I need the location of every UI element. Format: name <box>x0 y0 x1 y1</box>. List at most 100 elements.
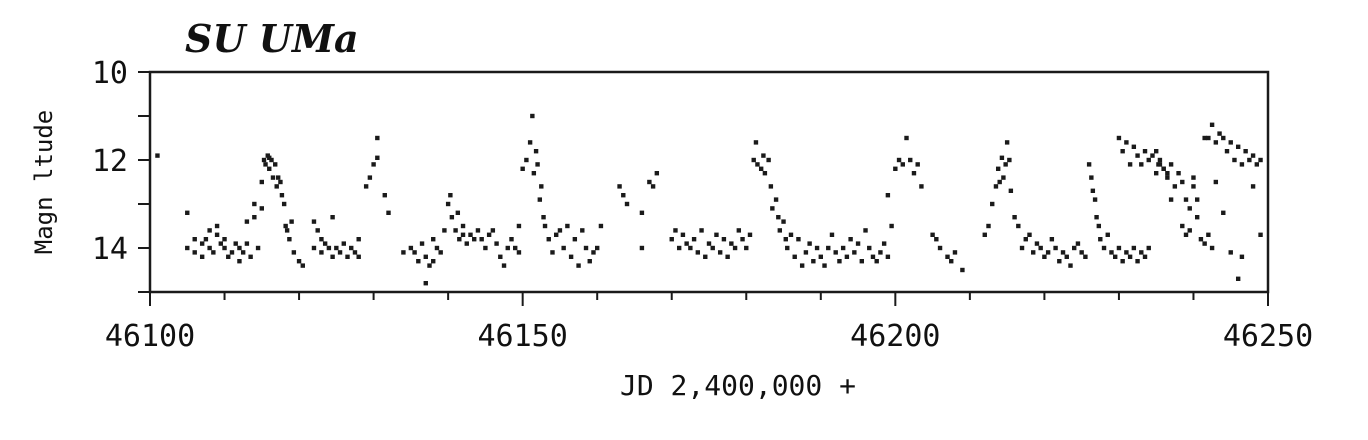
x-tick-label: 46150 <box>478 319 568 354</box>
data-point <box>1116 135 1122 141</box>
data-point <box>993 184 999 189</box>
data-point <box>684 241 689 246</box>
data-point <box>1157 157 1163 163</box>
data-point <box>695 250 701 255</box>
data-point <box>699 228 704 233</box>
data-point <box>367 175 373 180</box>
data-point <box>1142 149 1148 154</box>
data-point <box>729 241 734 246</box>
data-point <box>1127 162 1133 167</box>
data-point <box>233 241 238 246</box>
data-points <box>155 113 1263 286</box>
data-point <box>261 157 267 163</box>
data-point <box>595 245 600 251</box>
data-point <box>761 153 766 158</box>
data-point <box>214 232 220 237</box>
data-point <box>296 259 302 264</box>
data-point <box>1019 245 1025 251</box>
data-point <box>498 254 503 259</box>
data-point <box>915 162 920 167</box>
chart-title: SU UMa <box>185 16 359 61</box>
data-point <box>676 245 682 251</box>
y-axis-label: Magn ltude <box>30 110 58 255</box>
y-tick-label: 14 <box>92 232 128 267</box>
data-point <box>269 157 274 163</box>
data-point <box>352 250 358 255</box>
data-point <box>1213 140 1219 145</box>
data-point <box>252 215 257 220</box>
data-point <box>438 250 443 255</box>
data-point <box>896 157 902 163</box>
data-point <box>930 232 935 237</box>
data-point <box>1258 157 1263 163</box>
data-point <box>1016 223 1021 229</box>
data-point <box>207 245 212 251</box>
data-point <box>445 201 451 207</box>
data-point <box>1168 197 1174 202</box>
data-point <box>995 166 1001 171</box>
data-point <box>434 245 440 251</box>
data-point <box>785 245 790 251</box>
data-point <box>1089 175 1094 180</box>
data-point <box>908 157 913 163</box>
data-point <box>568 254 574 259</box>
data-point <box>300 263 305 268</box>
data-point <box>1105 232 1110 237</box>
data-point <box>1239 254 1245 259</box>
data-point <box>680 232 686 237</box>
data-point <box>945 254 950 259</box>
data-point <box>822 263 827 268</box>
data-point <box>852 250 857 255</box>
data-point <box>1053 245 1058 251</box>
data-point <box>1120 259 1125 264</box>
data-point <box>580 228 585 233</box>
data-point <box>762 171 768 176</box>
data-point <box>382 193 387 198</box>
data-point <box>203 237 209 242</box>
data-point <box>1027 232 1032 237</box>
data-point <box>867 245 872 251</box>
data-point <box>1221 135 1226 141</box>
data-point <box>1228 250 1233 255</box>
data-point <box>494 241 499 246</box>
data-point <box>490 228 496 233</box>
data-point <box>1202 241 1207 246</box>
data-point <box>881 241 887 246</box>
data-point <box>572 237 578 242</box>
data-point <box>753 140 759 145</box>
data-point <box>796 237 801 242</box>
data-point <box>1187 228 1192 233</box>
data-point <box>725 254 730 259</box>
data-point <box>833 250 838 255</box>
data-point <box>237 259 242 264</box>
data-point <box>893 166 898 171</box>
data-point <box>283 223 288 229</box>
data-point <box>744 245 749 251</box>
data-point <box>222 245 227 251</box>
data-point <box>255 245 261 251</box>
data-point <box>783 237 788 242</box>
data-point <box>598 223 604 229</box>
data-point <box>792 254 797 259</box>
data-point <box>740 237 745 242</box>
data-point <box>371 162 376 167</box>
data-point <box>401 250 406 255</box>
data-point <box>587 259 592 264</box>
data-point <box>1146 157 1151 163</box>
data-point <box>990 201 995 207</box>
data-point <box>1109 250 1114 255</box>
data-point <box>1194 197 1200 202</box>
data-point <box>315 228 320 233</box>
data-point <box>799 263 805 268</box>
data-point <box>349 245 354 251</box>
data-point <box>1139 250 1144 255</box>
data-point <box>155 153 160 158</box>
data-point <box>1239 162 1245 167</box>
data-point <box>1072 245 1077 251</box>
data-point <box>516 250 522 255</box>
data-point <box>1235 144 1241 149</box>
data-point <box>826 245 831 251</box>
x-tick-label: 46250 <box>1223 319 1313 354</box>
data-point <box>624 201 630 207</box>
data-point <box>1191 184 1196 189</box>
